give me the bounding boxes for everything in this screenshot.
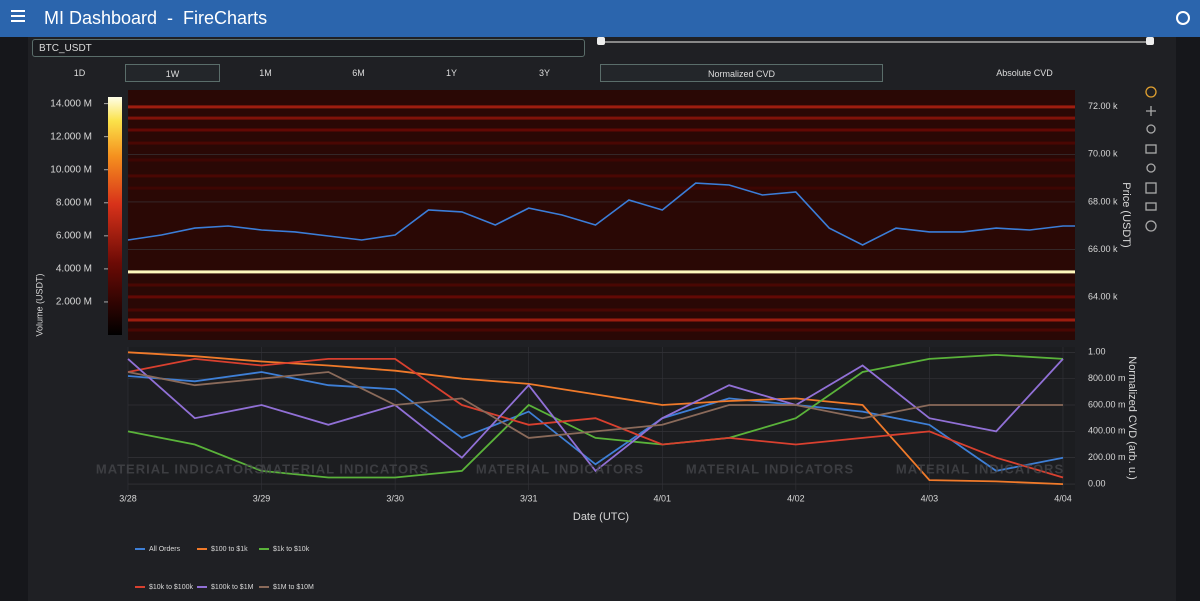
tool-icon[interactable] <box>1146 106 1156 116</box>
tab-button[interactable]: 1M <box>259 68 272 78</box>
x-tick-label: 3/29 <box>253 493 271 503</box>
tool-icon[interactable] <box>1145 202 1157 211</box>
legend-label: $10k to $100k <box>149 584 193 591</box>
heat-level <box>128 116 1075 120</box>
legend-label: All Orders <box>149 546 181 553</box>
colorbar-tick-label: 4.000 M <box>56 264 92 275</box>
legend-label: $1k to $10k <box>273 546 310 553</box>
heat-level <box>128 186 1075 190</box>
heat-level <box>128 295 1075 299</box>
cvd-line <box>127 353 1064 479</box>
heat-level <box>128 283 1075 287</box>
heat-level <box>128 318 1075 322</box>
y-tick-label: 66.00 k <box>1088 244 1118 254</box>
y-tick-label: 400.00 m <box>1088 426 1126 436</box>
x-tick-label: 4/04 <box>1054 493 1072 503</box>
heat-level <box>128 308 1075 312</box>
header: MI Dashboard - FireCharts <box>0 0 1200 37</box>
tab-button[interactable]: Absolute CVD <box>996 68 1053 78</box>
x-tick-label: 3/28 <box>119 493 137 503</box>
cvd-line <box>127 358 1064 473</box>
cvd-line <box>127 371 1063 439</box>
y-tick-label: 600.00 m <box>1088 399 1126 409</box>
watermark: MATERIAL INDICATORS <box>476 461 644 476</box>
y-axis-title: Normalized CVD (arb. u.) <box>1126 356 1138 479</box>
watermark: MATERIAL INDICATORS <box>686 461 854 476</box>
price-line <box>127 182 1075 246</box>
colorbar-tick-label: 10.000 M <box>50 164 92 175</box>
heatmap-background <box>128 90 1075 340</box>
x-tick-label: 4/03 <box>921 493 939 503</box>
tool-icon[interactable] <box>1145 182 1157 194</box>
heat-level <box>128 105 1075 109</box>
tab-button[interactable]: 1D <box>73 68 86 78</box>
tool-icon[interactable] <box>1145 86 1157 98</box>
legend-label: $100 to $1k <box>211 546 248 553</box>
tool-icon[interactable] <box>1145 220 1157 232</box>
menu-button[interactable] <box>11 10 25 22</box>
y-tick-label: 68.00 k <box>1088 196 1118 206</box>
x-tick-label: 3/30 <box>386 493 404 503</box>
legend-label: $100k to $1M <box>211 584 254 591</box>
heat-level <box>128 174 1075 178</box>
y-tick-label: 0.00 <box>1088 478 1106 488</box>
colorbar-tick-label: 6.000 M <box>56 230 92 241</box>
tool-icon[interactable] <box>1146 163 1156 173</box>
x-axis-title: Date (UTC) <box>573 511 629 523</box>
slider-handle[interactable] <box>597 37 605 45</box>
toolbar <box>1145 86 1157 232</box>
y-tick-label: 64.00 k <box>1088 292 1118 302</box>
x-tick-label: 4/01 <box>654 493 672 503</box>
symbol-input[interactable]: BTC_USDT <box>32 39 585 57</box>
heat-level <box>128 270 1075 274</box>
tool-icon[interactable] <box>1145 144 1157 154</box>
tab-button[interactable]: 3Y <box>538 68 550 78</box>
status-icon[interactable] <box>1176 11 1190 25</box>
y-tick-label: 72.00 k <box>1088 101 1118 111</box>
x-tick-label: 4/02 <box>787 493 805 503</box>
heat-level <box>128 158 1075 162</box>
watermark: MATERIAL INDICATORS <box>896 461 1064 476</box>
app-title: MI Dashboard - FireCharts <box>44 8 268 28</box>
legend-label: $1M to $10M <box>273 584 314 591</box>
heat-level <box>128 128 1075 132</box>
tool-icon[interactable] <box>1146 124 1156 134</box>
y-axis-title: Price (USDT) <box>1120 182 1132 247</box>
heat-level <box>128 141 1075 145</box>
y-tick-label: 200.00 m <box>1088 452 1126 462</box>
range-slider[interactable] <box>600 41 1150 43</box>
colorbar-tick-label: 8.000 M <box>56 197 92 208</box>
cvd-line <box>127 357 1064 479</box>
tab-button[interactable]: 1Y <box>445 68 457 78</box>
y-tick-label: 70.00 k <box>1088 149 1118 159</box>
colorbar-title: Volume (USDT) <box>34 273 44 336</box>
watermark: MATERIAL INDICATORS <box>261 461 429 476</box>
x-tick-label: 3/31 <box>520 493 538 503</box>
y-tick-label: 800.00 m <box>1088 373 1126 383</box>
colorbar <box>108 97 122 335</box>
y-tick-label: 1.00 <box>1088 347 1106 357</box>
tab-button[interactable]: 6M <box>352 68 365 78</box>
colorbar-tick-label: 2.000 M <box>56 297 92 308</box>
slider-handle[interactable] <box>1146 37 1154 45</box>
heat-level <box>128 328 1075 332</box>
tab-button[interactable]: 1W <box>125 64 220 82</box>
tab-button[interactable]: Normalized CVD <box>600 64 883 82</box>
colorbar-tick-label: 12.000 M <box>50 131 92 142</box>
colorbar-tick-label: 14.000 M <box>50 98 92 109</box>
watermark: MATERIAL INDICATORS <box>96 461 264 476</box>
